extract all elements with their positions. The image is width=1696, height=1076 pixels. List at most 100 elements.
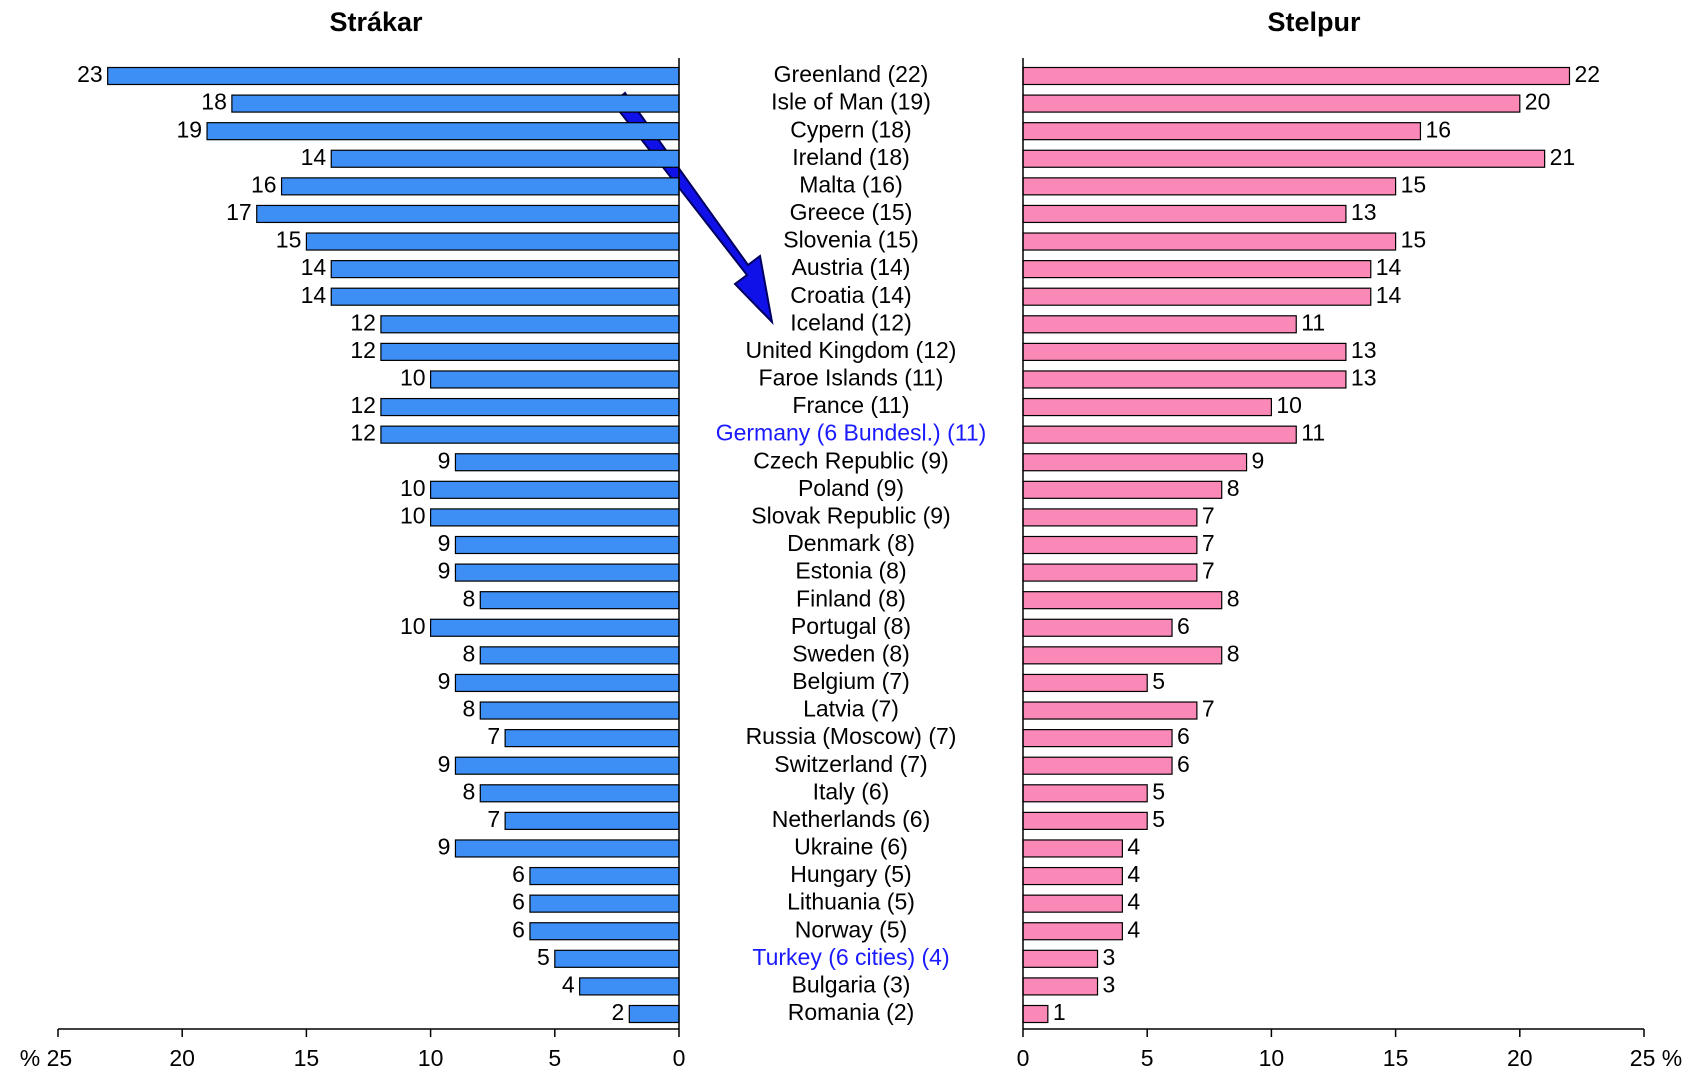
value-label: 1 bbox=[1053, 999, 1066, 1025]
value-label: 21 bbox=[1550, 144, 1576, 170]
bar bbox=[1022, 839, 1123, 858]
value-label: 10 bbox=[400, 502, 426, 528]
bar bbox=[454, 535, 680, 555]
x-tick-label: 15 bbox=[1383, 1045, 1409, 1071]
value-label: 20 bbox=[1525, 89, 1551, 115]
bar bbox=[430, 480, 680, 499]
category-label: Switzerland (7) bbox=[774, 751, 927, 777]
value-label: 5 bbox=[1152, 778, 1165, 804]
bar bbox=[1022, 646, 1223, 665]
value-label: 12 bbox=[350, 420, 376, 446]
x-tick-label: 10 bbox=[418, 1045, 444, 1071]
value-label: 8 bbox=[1227, 475, 1240, 501]
x-tick-label: 0 bbox=[673, 1045, 686, 1071]
bar bbox=[1022, 232, 1397, 251]
value-label: 6 bbox=[512, 916, 525, 942]
value-label: 5 bbox=[537, 944, 550, 970]
category-label: Austria (14) bbox=[792, 254, 911, 280]
bar bbox=[454, 673, 680, 693]
x-tick-label: 5 bbox=[1141, 1045, 1154, 1071]
category-label: Turkey (6 cities) (4) bbox=[752, 944, 949, 970]
value-label: 10 bbox=[400, 613, 426, 639]
value-label: 8 bbox=[1227, 585, 1240, 611]
value-label: 16 bbox=[1425, 116, 1451, 142]
bar bbox=[1022, 260, 1372, 279]
bar bbox=[1022, 177, 1397, 196]
value-label: 7 bbox=[487, 806, 500, 832]
bar bbox=[504, 811, 680, 830]
bar bbox=[529, 894, 680, 913]
bar bbox=[1022, 756, 1173, 775]
category-label: Czech Republic (9) bbox=[753, 447, 949, 473]
category-label: Estonia (8) bbox=[795, 558, 906, 584]
x-tick-label: 5 bbox=[548, 1045, 561, 1071]
bar bbox=[479, 784, 680, 803]
value-label: 12 bbox=[350, 309, 376, 335]
category-label: Netherlands (6) bbox=[772, 806, 931, 832]
value-label: 8 bbox=[462, 778, 475, 804]
value-label: 5 bbox=[1152, 668, 1165, 694]
value-label: 7 bbox=[1202, 558, 1215, 584]
bar bbox=[1022, 618, 1173, 637]
right-title: Stelpur bbox=[1267, 7, 1361, 37]
bar bbox=[1022, 535, 1198, 555]
value-label: 10 bbox=[400, 475, 426, 501]
bar bbox=[1022, 370, 1347, 389]
bar bbox=[529, 922, 680, 941]
bar bbox=[430, 618, 680, 637]
bar bbox=[554, 949, 680, 968]
category-label: Lithuania (5) bbox=[787, 889, 915, 915]
value-label: 6 bbox=[512, 861, 525, 887]
category-label: Finland (8) bbox=[796, 585, 906, 611]
value-label: 8 bbox=[462, 696, 475, 722]
category-label: Ukraine (6) bbox=[794, 834, 908, 860]
value-label: 9 bbox=[438, 447, 451, 473]
category-label: Ireland (18) bbox=[792, 144, 910, 170]
category-label: Iceland (12) bbox=[790, 309, 911, 335]
bar bbox=[1022, 149, 1546, 168]
category-label: Greece (15) bbox=[790, 199, 913, 225]
value-label: 8 bbox=[462, 585, 475, 611]
bar bbox=[479, 701, 680, 720]
value-label: 14 bbox=[1376, 282, 1402, 308]
bar bbox=[380, 397, 680, 417]
value-label: 13 bbox=[1351, 365, 1377, 391]
category-label: Belgium (7) bbox=[792, 668, 910, 694]
value-label: 7 bbox=[1202, 696, 1215, 722]
value-label: 9 bbox=[438, 668, 451, 694]
value-label: 15 bbox=[1401, 227, 1427, 253]
x-tick-label: 15 bbox=[294, 1045, 320, 1071]
value-label: 12 bbox=[350, 392, 376, 418]
x-tick-label: 20 bbox=[169, 1045, 195, 1071]
value-label: 3 bbox=[1103, 971, 1116, 997]
value-label: 14 bbox=[301, 144, 327, 170]
value-label: 9 bbox=[438, 834, 451, 860]
value-label: 7 bbox=[1202, 502, 1215, 528]
category-label: Germany (6 Bundesl.) (11) bbox=[716, 420, 987, 446]
bar bbox=[454, 839, 680, 858]
bar bbox=[454, 756, 680, 775]
bar bbox=[479, 646, 680, 665]
value-label: 7 bbox=[487, 723, 500, 749]
category-label: France (11) bbox=[792, 392, 909, 418]
bar bbox=[479, 591, 680, 610]
category-label: Cypern (18) bbox=[790, 116, 911, 142]
bar bbox=[1022, 1004, 1049, 1024]
category-label: Slovenia (15) bbox=[783, 227, 919, 253]
category-label: Faroe Islands (11) bbox=[759, 365, 944, 391]
value-label: 23 bbox=[77, 61, 103, 87]
value-label: 14 bbox=[1376, 254, 1402, 280]
bar bbox=[1022, 977, 1099, 996]
bar bbox=[504, 729, 680, 748]
value-label: 7 bbox=[1202, 530, 1215, 556]
bar bbox=[1022, 425, 1297, 444]
bar bbox=[1022, 949, 1099, 968]
bar bbox=[380, 342, 680, 361]
bar bbox=[107, 66, 680, 86]
bar bbox=[1022, 122, 1422, 141]
bar bbox=[330, 287, 680, 306]
category-label: Italy (6) bbox=[813, 778, 890, 804]
value-label: 18 bbox=[201, 89, 227, 115]
bar bbox=[1022, 784, 1148, 803]
value-label: 9 bbox=[1252, 447, 1265, 473]
